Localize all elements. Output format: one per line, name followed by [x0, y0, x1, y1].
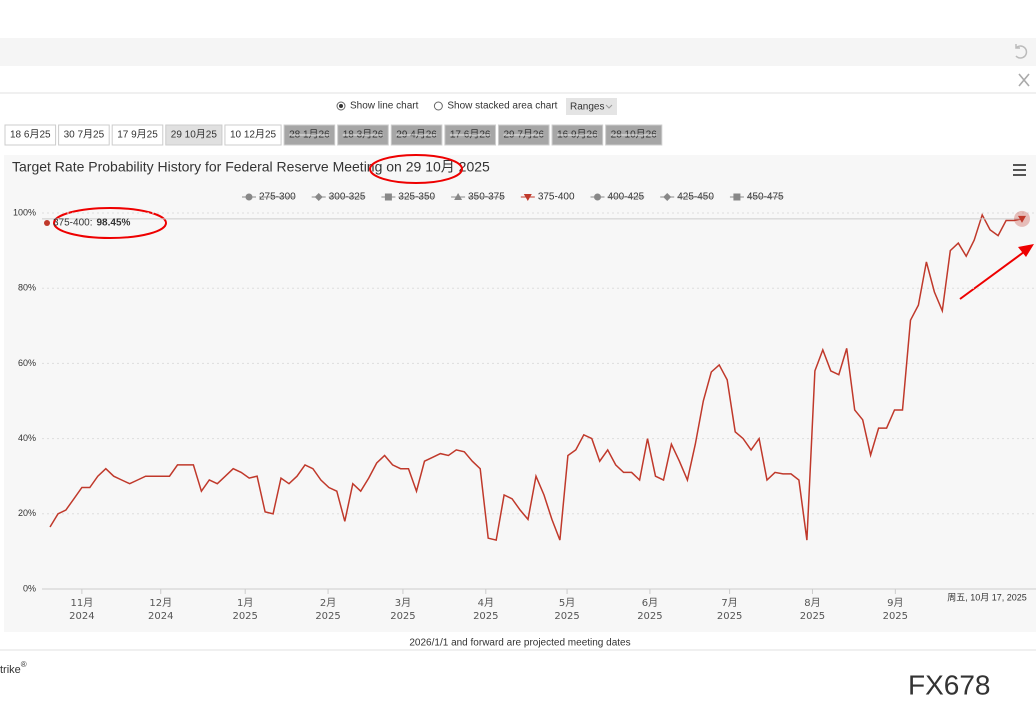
- tooltip-name: 375-400:: [53, 218, 92, 229]
- ranges-label: Ranges: [570, 102, 604, 113]
- y-tick-label: 20%: [18, 508, 36, 518]
- legend-marker: [454, 193, 463, 200]
- watermark: FX678: [908, 669, 991, 700]
- x-tick-label: 11月 2024: [69, 598, 95, 622]
- legend-marker: [733, 193, 741, 201]
- meeting-label: 30 7月25: [64, 129, 105, 141]
- chart-title: Target Rate Probability History for Fede…: [12, 159, 490, 175]
- x-tick-label: 9月 2025: [882, 598, 909, 622]
- legend-marker: [245, 193, 253, 201]
- x-tick-label: 5月 2025: [554, 598, 580, 622]
- legend-marker: [594, 193, 602, 201]
- radio-label[interactable]: Show stacked area chart: [447, 101, 557, 112]
- top-bar: [0, 38, 1036, 66]
- legend-marker: [314, 193, 323, 201]
- chart-panel: [4, 155, 1036, 632]
- y-tick-label: 100%: [13, 207, 36, 217]
- x-tick-label: 3月 2025: [390, 598, 416, 622]
- meeting-button[interactable]: [4, 124, 57, 146]
- x-tick-label: 1月 2025: [232, 598, 258, 622]
- annotation-ellipse: [53, 207, 167, 239]
- legend-label[interactable]: 375-400: [538, 192, 575, 203]
- legend-marker: [523, 194, 532, 201]
- y-tick-label: 80%: [18, 283, 36, 293]
- ranges-button[interactable]: [566, 98, 617, 115]
- meeting-label: 29 10月25: [171, 129, 218, 141]
- meeting-button[interactable]: [58, 124, 110, 146]
- radio[interactable]: [433, 101, 443, 111]
- note: 2026/1/1 and forward are projected meeti…: [409, 638, 630, 649]
- radio-label[interactable]: Show line chart: [350, 101, 419, 112]
- meeting-label: 10 12月25: [230, 129, 277, 141]
- x-tick-label: 8月 2025: [799, 598, 826, 622]
- y-tick-label: 40%: [18, 433, 36, 443]
- x-tick-label: 6月 2025: [637, 598, 663, 622]
- x-tick-label: 4月 2025: [473, 598, 499, 622]
- chevron: [605, 104, 613, 109]
- annotation-ellipse: [369, 154, 463, 184]
- crosshair-date: 周五, 10月 17, 2025: [947, 592, 1027, 602]
- brand: trike®: [0, 660, 27, 676]
- meeting-button[interactable]: [165, 124, 223, 146]
- refresh-icon[interactable]: [1015, 44, 1028, 59]
- legend-marker: [384, 193, 392, 201]
- menu-icon[interactable]: [1013, 164, 1026, 176]
- tooltip-dot: [44, 220, 50, 226]
- y-tick-label: 0%: [23, 583, 36, 593]
- series-line: [49, 212, 1023, 542]
- x-tick-label: 12月 2024: [148, 598, 174, 622]
- annotation-arrow: [959, 248, 1029, 300]
- x-icon[interactable]: [1018, 73, 1030, 87]
- y-tick-label: 60%: [18, 358, 36, 368]
- meeting-label: 18 6月25: [10, 129, 51, 141]
- legend-marker: [663, 193, 672, 201]
- meeting-button[interactable]: [111, 124, 164, 146]
- tooltip-value: 98.45%: [96, 218, 130, 229]
- x-tick-label: 7月 2025: [716, 598, 743, 622]
- radio-dot: [339, 104, 343, 108]
- meeting-button[interactable]: [224, 124, 282, 146]
- meeting-label: 17 9月25: [117, 129, 158, 141]
- point-marker: [1018, 215, 1026, 223]
- arrow-head: [1018, 244, 1034, 257]
- x-tick-label: 2月 2025: [315, 598, 341, 622]
